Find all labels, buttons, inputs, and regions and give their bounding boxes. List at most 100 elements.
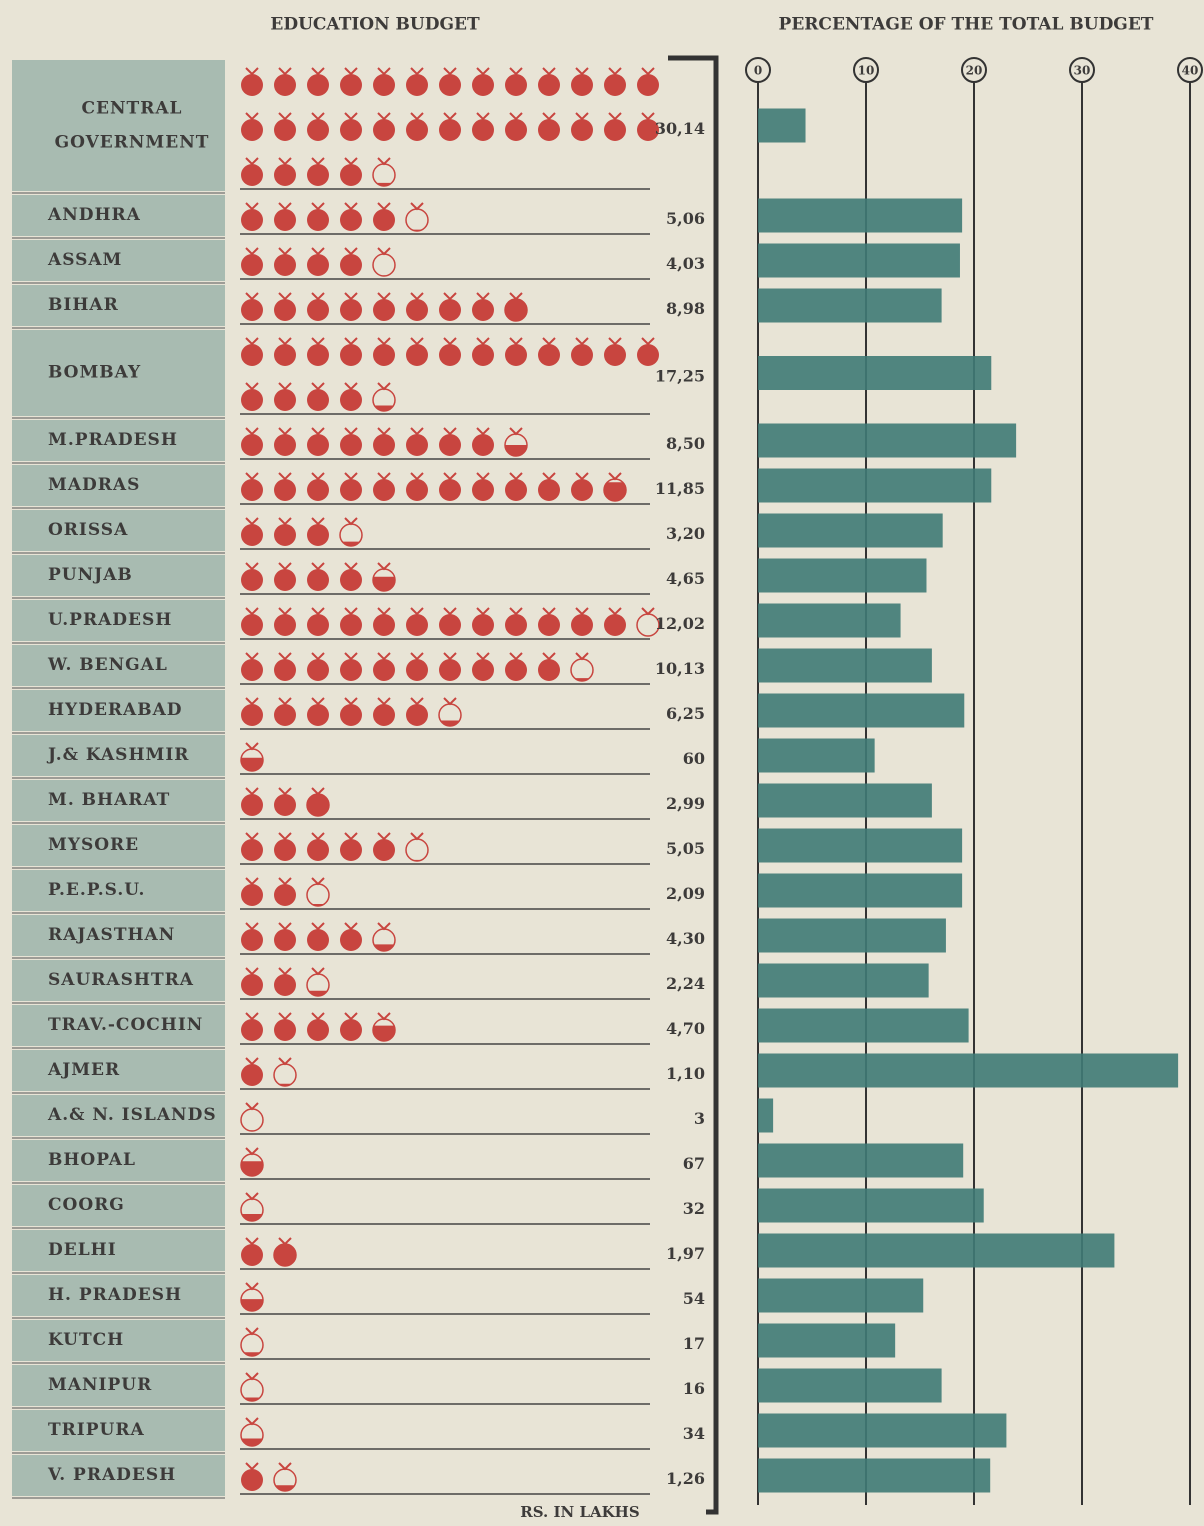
pictogram-row <box>241 922 396 952</box>
x-tick-label: 20 <box>966 64 983 78</box>
money-bag-partial <box>241 1438 263 1446</box>
pictogram-row <box>240 1102 264 1132</box>
money-bag-partial <box>376 182 392 186</box>
money-bag <box>241 74 263 96</box>
money-bag <box>274 524 296 546</box>
label-box <box>12 240 225 281</box>
money-bag-partial <box>308 990 328 996</box>
money-bag <box>340 164 362 186</box>
pictogram-row <box>241 202 429 232</box>
money-bag <box>406 614 428 636</box>
money-bag-partial <box>380 275 388 276</box>
money-bag <box>274 254 296 276</box>
money-bag <box>340 344 362 366</box>
money-bag <box>241 974 263 996</box>
value-label: 1,26 <box>666 1469 705 1488</box>
money-bag <box>307 299 329 321</box>
money-bag <box>241 1019 263 1041</box>
value-label: 4,03 <box>666 254 705 273</box>
pictogram-row <box>241 562 396 592</box>
money-bag <box>241 929 263 951</box>
value-label: 3 <box>694 1109 705 1128</box>
bar <box>758 288 942 323</box>
money-bag <box>307 839 329 861</box>
category-label: BIHAR <box>48 295 119 315</box>
money-bag-partial <box>275 1485 295 1491</box>
money-bag <box>406 344 428 366</box>
money-bag-partial <box>373 1025 395 1041</box>
money-bag <box>241 524 263 546</box>
money-bag <box>241 704 263 726</box>
money-bag <box>274 659 296 681</box>
label-box <box>12 915 225 956</box>
value-label: 11,85 <box>655 479 705 498</box>
money-bag <box>373 614 395 636</box>
money-bag <box>505 74 527 96</box>
label-box <box>12 330 225 416</box>
label-box <box>12 1230 225 1271</box>
bar <box>758 1458 991 1493</box>
money-bag <box>307 209 329 231</box>
money-bag-partial <box>243 1397 261 1401</box>
label-box <box>12 645 225 686</box>
money-bag <box>472 119 494 141</box>
money-bag-partial <box>604 482 626 501</box>
bracket <box>668 55 719 1515</box>
money-bag <box>274 794 296 816</box>
money-bag <box>472 299 494 321</box>
money-bag <box>340 929 362 951</box>
money-bag <box>241 119 263 141</box>
money-bag <box>373 74 395 96</box>
money-bag <box>307 164 329 186</box>
category-label: COORG <box>48 1195 125 1215</box>
bar <box>758 1368 942 1403</box>
money-bag <box>604 344 626 366</box>
value-label: 60 <box>683 749 705 768</box>
bar <box>758 1143 964 1178</box>
money-bag-partial <box>243 1352 261 1356</box>
money-bag <box>340 209 362 231</box>
bar <box>758 558 927 593</box>
label-box <box>12 420 225 461</box>
money-bag <box>406 299 428 321</box>
money-bag <box>538 119 560 141</box>
money-bag <box>274 74 296 96</box>
money-bag <box>505 659 527 681</box>
bar <box>758 198 963 233</box>
money-bag <box>241 164 263 186</box>
money-bag <box>340 434 362 456</box>
money-bag <box>274 614 296 636</box>
bar <box>758 783 932 818</box>
money-bag <box>307 569 329 591</box>
category-label: MYSORE <box>48 835 139 855</box>
money-bag-partial <box>274 1244 296 1266</box>
money-bag <box>274 299 296 321</box>
money-bag <box>241 1244 263 1266</box>
money-bag <box>340 839 362 861</box>
money-bag <box>637 74 659 96</box>
money-bag <box>373 209 395 231</box>
money-bag <box>406 659 428 681</box>
bar <box>758 1008 969 1043</box>
label-box <box>12 1050 225 1091</box>
pictogram-title: EDUCATION BUDGET <box>270 15 480 35</box>
money-bag <box>571 119 593 141</box>
money-bag <box>274 839 296 861</box>
money-bag <box>274 929 296 951</box>
bar <box>758 1278 924 1313</box>
category-label: RAJASTHAN <box>48 925 175 945</box>
money-bag-partial <box>311 904 325 906</box>
pictogram-row <box>240 1192 264 1222</box>
value-label: 34 <box>683 1424 705 1443</box>
label-box <box>12 195 225 236</box>
money-bag <box>373 839 395 861</box>
value-label: 12,02 <box>655 614 705 633</box>
money-bag <box>472 74 494 96</box>
value-label: 4,65 <box>666 569 705 588</box>
bar <box>758 1188 984 1223</box>
money-bag-partial <box>373 944 395 951</box>
value-label: 3,20 <box>666 524 705 543</box>
label-box <box>12 960 225 1001</box>
label-box <box>12 60 225 191</box>
label-box <box>12 735 225 776</box>
